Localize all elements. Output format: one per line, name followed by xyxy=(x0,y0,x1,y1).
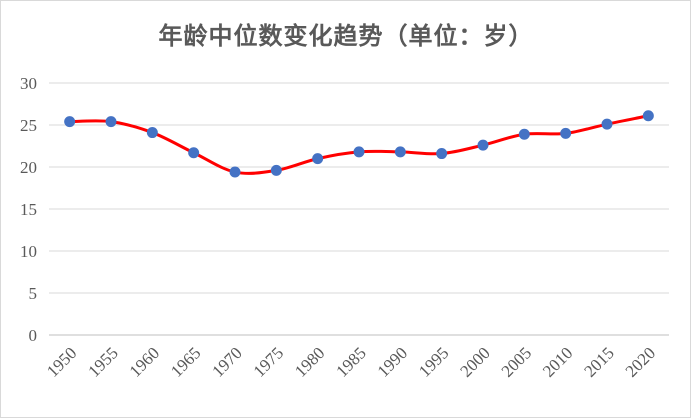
y-tick-label: 0 xyxy=(29,326,38,345)
x-tick-label: 1995 xyxy=(415,343,452,380)
data-point xyxy=(188,147,200,159)
data-point xyxy=(353,146,365,158)
series-markers xyxy=(64,110,654,178)
data-point xyxy=(312,153,324,165)
x-tick-label: 1975 xyxy=(250,343,287,380)
chart-title: 年龄中位数变化趋势（单位：岁） xyxy=(159,21,534,50)
x-tick-label: 2005 xyxy=(498,343,535,380)
x-tick-label: 1970 xyxy=(208,343,245,380)
y-tick-label: 5 xyxy=(29,284,38,303)
data-point xyxy=(146,127,158,139)
x-tick-label: 2020 xyxy=(622,343,659,380)
data-point xyxy=(477,139,489,151)
data-point xyxy=(560,127,572,139)
x-tick-label: 1965 xyxy=(167,343,204,380)
series-line xyxy=(68,114,650,175)
x-tick-label: 1955 xyxy=(84,343,121,380)
y-tick-label: 15 xyxy=(20,200,37,219)
data-point xyxy=(64,116,76,128)
x-tick-label: 2015 xyxy=(580,343,617,380)
data-point xyxy=(270,164,282,176)
data-point xyxy=(229,166,241,178)
x-tick-label: 2010 xyxy=(539,343,576,380)
y-tick-label: 25 xyxy=(20,116,37,135)
x-tick-label: 2000 xyxy=(456,343,493,380)
gridlines xyxy=(49,82,669,336)
y-tick-label: 30 xyxy=(20,74,37,93)
y-tick-label: 20 xyxy=(20,158,37,177)
y-axis-tick-labels: 0 5 10 15 20 25 30 xyxy=(20,74,37,345)
x-tick-label: 1990 xyxy=(374,343,411,380)
data-point xyxy=(518,128,530,140)
data-point xyxy=(642,110,654,122)
data-point xyxy=(394,146,406,158)
data-point xyxy=(105,116,117,128)
x-tick-label: 1950 xyxy=(43,343,80,380)
data-point xyxy=(601,118,613,130)
y-tick-label: 10 xyxy=(20,242,37,261)
data-point xyxy=(436,148,448,160)
x-tick-label: 1960 xyxy=(126,343,163,380)
x-tick-label: 1985 xyxy=(332,343,369,380)
x-tick-label: 1980 xyxy=(291,343,328,380)
x-axis-tick-labels: 1950 1955 1960 1965 1970 1975 1980 1985 1990 1995… xyxy=(43,343,659,380)
